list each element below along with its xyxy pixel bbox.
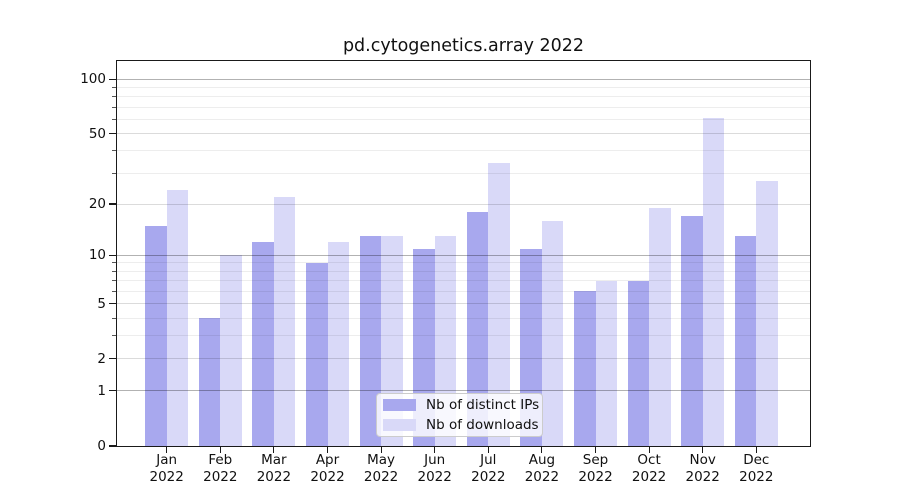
x-axis-tick-jan [166, 446, 168, 453]
bar-downloads-jan [166, 190, 189, 446]
gridline-minor [117, 96, 810, 98]
y-axis-minor-tick [112, 280, 116, 282]
y-axis-minor-tick [112, 106, 116, 108]
x-axis-tick-aug [541, 446, 543, 453]
x-axis-tick-oct [648, 446, 650, 453]
x-axis-tick-apr [326, 446, 329, 453]
y-axis-minor-tick [112, 150, 116, 152]
bar-downloads-nov [702, 118, 725, 446]
y-axis-label-2: 2 [97, 350, 106, 367]
y-axis-label-10: 10 [88, 247, 106, 264]
chart-title: pd.cytogenetics.array 2022 [342, 36, 585, 56]
bar-distinct-ips-may [359, 236, 382, 446]
y-axis-minor-tick [112, 86, 116, 88]
bar-distinct-ips-mar [252, 242, 274, 446]
x-axis-tick-jul [487, 446, 489, 453]
x-axis-label-jan: Jan 2022 [149, 452, 184, 485]
y-axis-minor-tick [112, 96, 116, 98]
x-axis-tick-nov [702, 446, 704, 453]
x-axis-label-oct: Oct 2022 [631, 452, 667, 485]
x-axis-tick-may [380, 446, 382, 453]
x-axis-label-may: May 2022 [363, 452, 399, 485]
y-axis-minor-tick [112, 290, 116, 292]
y-axis-label-0: 0 [97, 438, 106, 454]
bar-downloads-mar [273, 196, 296, 446]
bar-downloads-apr [327, 242, 349, 446]
plot-area [116, 60, 811, 447]
y-axis-label-100: 100 [80, 71, 106, 88]
y-axis-minor-tick [112, 118, 116, 120]
y-axis-minor-tick [112, 317, 116, 319]
y-axis-tick-20 [109, 203, 116, 205]
x-axis-tick-jun [434, 446, 436, 453]
x-axis-label-aug: Aug 2022 [524, 452, 560, 485]
x-axis-label-jul: Jul 2022 [471, 452, 506, 485]
y-axis-label-5: 5 [97, 295, 106, 312]
bar-distinct-ips-nov [681, 216, 703, 446]
legend-item-downloads: Nb of downloads [383, 417, 539, 434]
bar-distinct-ips-jul [466, 212, 489, 446]
y-axis-tick-1 [109, 390, 116, 392]
legend-swatch-downloads [383, 418, 416, 431]
y-axis-tick-100 [109, 78, 116, 80]
x-axis-label-mar: Mar 2022 [256, 452, 292, 485]
x-axis-tick-mar [273, 446, 275, 453]
y-axis-tick-0 [109, 445, 116, 447]
legend-item-distinct-ips: Nb of distinct IPs [383, 397, 539, 414]
y-axis-minor-tick [112, 262, 116, 264]
y-axis-label-1: 1 [97, 382, 106, 399]
bar-downloads-sep [595, 280, 617, 446]
bar-downloads-feb [220, 255, 242, 446]
bar-distinct-ips-sep [574, 291, 596, 446]
bar-downloads-jul [488, 163, 510, 446]
bar-downloads-aug [541, 220, 564, 446]
bar-downloads-dec [756, 181, 778, 446]
gridline-minor [117, 86, 810, 88]
x-axis-label-nov: Nov 2022 [685, 452, 720, 485]
legend-swatch-distinct-ips [383, 399, 416, 412]
y-axis-tick-5 [109, 302, 116, 305]
y-axis-label-50: 50 [88, 125, 106, 142]
x-axis-label-feb: Feb 2022 [203, 452, 238, 485]
gridline-minor [117, 106, 810, 108]
x-axis-label-jun: Jun 2022 [417, 452, 452, 485]
bar-distinct-ips-oct [627, 280, 650, 446]
y-axis-minor-tick [112, 172, 116, 174]
y-axis-minor-tick [112, 335, 116, 337]
x-axis-tick-feb [219, 446, 221, 453]
bar-distinct-ips-feb [198, 318, 221, 446]
gridline-100 [117, 78, 810, 80]
y-axis-tick-2 [109, 358, 116, 360]
bar-distinct-ips-apr [306, 263, 328, 446]
legend-label-downloads: Nb of downloads [426, 416, 539, 433]
bar-distinct-ips-jan [145, 225, 167, 446]
x-axis-label-sep: Sep 2022 [578, 452, 613, 485]
bar-downloads-oct [649, 207, 671, 446]
y-axis-minor-tick [112, 270, 116, 272]
x-axis-label-dec: Dec 2022 [739, 452, 774, 485]
x-axis-tick-sep [594, 446, 597, 453]
y-axis-label-20: 20 [88, 196, 106, 213]
y-axis-tick-10 [109, 254, 116, 256]
bar-distinct-ips-dec [734, 236, 757, 446]
legend-label-distinct-ips: Nb of distinct IPs [426, 397, 540, 414]
x-axis-tick-dec [755, 446, 757, 453]
y-axis-tick-50 [109, 132, 116, 135]
x-axis-label-apr: Apr 2022 [310, 452, 345, 485]
legend: Nb of distinct IPs Nb of downloads [376, 393, 543, 437]
